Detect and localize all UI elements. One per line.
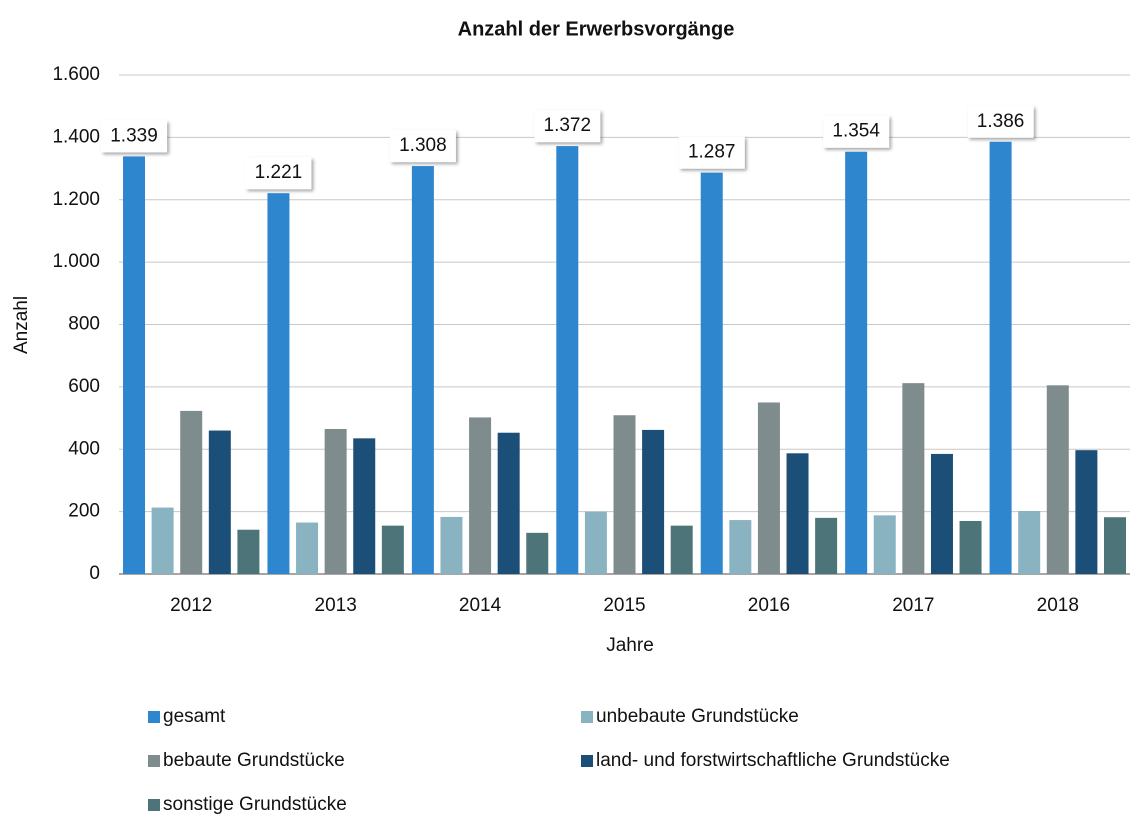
legend-swatch bbox=[581, 755, 593, 767]
x-axis-label: Jahre bbox=[606, 635, 654, 656]
bar bbox=[1075, 450, 1098, 574]
bar bbox=[1103, 517, 1126, 574]
bar bbox=[757, 402, 780, 574]
bar bbox=[440, 516, 463, 574]
x-tick-label: 2018 bbox=[1037, 595, 1079, 616]
y-tick-label: 1.400 bbox=[52, 126, 100, 147]
y-tick-label: 400 bbox=[68, 438, 100, 459]
legend-swatch bbox=[148, 711, 160, 723]
data-label: 1.221 bbox=[255, 162, 303, 183]
bar bbox=[497, 432, 520, 574]
bar bbox=[237, 529, 260, 574]
data-label: 1.372 bbox=[544, 115, 592, 136]
legend-swatch bbox=[148, 799, 160, 811]
data-label: 1.354 bbox=[832, 121, 880, 142]
bar bbox=[324, 428, 347, 574]
bar bbox=[729, 520, 752, 574]
bar bbox=[411, 166, 434, 574]
y-tick-label: 200 bbox=[68, 501, 100, 522]
data-label: 1.339 bbox=[110, 125, 158, 146]
legend-label: bebaute Grundstücke bbox=[163, 750, 345, 771]
legend-label: land- und forstwirtschaftliche Grundstüc… bbox=[596, 750, 950, 771]
data-label: 1.386 bbox=[977, 111, 1025, 132]
bar bbox=[845, 151, 868, 574]
data-label-box bbox=[389, 130, 456, 163]
x-tick-label: 2014 bbox=[459, 595, 502, 616]
bar bbox=[180, 410, 203, 574]
bar bbox=[469, 417, 492, 574]
data-label-box bbox=[967, 105, 1034, 138]
y-tick-label: 1.000 bbox=[52, 251, 100, 272]
data-label-box bbox=[245, 157, 312, 190]
y-tick-label: 1.200 bbox=[52, 189, 100, 210]
bar bbox=[1046, 385, 1069, 574]
data-label: 1.308 bbox=[399, 135, 447, 156]
bar bbox=[786, 453, 809, 574]
bar bbox=[296, 522, 319, 574]
bar bbox=[642, 429, 665, 574]
bar bbox=[151, 507, 174, 574]
y-axis-label: Anzahl bbox=[11, 296, 32, 354]
chart-title: Anzahl der Erwerbsvorgänge bbox=[458, 18, 735, 40]
y-tick-label: 600 bbox=[68, 376, 100, 397]
data-label-box bbox=[534, 110, 601, 143]
x-tick-label: 2017 bbox=[892, 595, 934, 616]
bar bbox=[700, 172, 723, 574]
bar bbox=[123, 156, 146, 575]
x-tick-label: 2015 bbox=[603, 595, 645, 616]
y-tick-label: 800 bbox=[68, 314, 100, 335]
legend-label: unbebaute Grundstücke bbox=[596, 706, 799, 727]
bar bbox=[208, 430, 231, 574]
bar bbox=[526, 532, 549, 574]
bar bbox=[873, 515, 896, 574]
x-tick-label: 2013 bbox=[315, 595, 357, 616]
legend-swatch bbox=[148, 755, 160, 767]
bar bbox=[930, 453, 953, 574]
legend-label: sonstige Grundstücke bbox=[163, 794, 347, 815]
bar bbox=[1018, 511, 1041, 574]
bar bbox=[613, 415, 636, 574]
bar bbox=[989, 141, 1012, 574]
y-tick-label: 1.600 bbox=[52, 64, 100, 85]
bar bbox=[815, 517, 838, 574]
data-label-box bbox=[678, 136, 745, 169]
bar bbox=[353, 438, 376, 574]
legend-label: gesamt bbox=[163, 706, 226, 727]
legend-swatch bbox=[581, 711, 593, 723]
data-label-box bbox=[101, 120, 168, 153]
y-tick-label: 0 bbox=[89, 563, 100, 584]
bar bbox=[556, 146, 579, 575]
data-label: 1.287 bbox=[688, 142, 736, 163]
bar bbox=[670, 525, 693, 574]
x-tick-label: 2012 bbox=[170, 595, 212, 616]
bar bbox=[959, 520, 982, 574]
data-label-box bbox=[823, 115, 890, 148]
x-tick-label: 2016 bbox=[748, 595, 790, 616]
bar bbox=[267, 193, 290, 574]
bar bbox=[381, 525, 404, 574]
bar bbox=[902, 383, 925, 574]
bar bbox=[584, 511, 607, 574]
